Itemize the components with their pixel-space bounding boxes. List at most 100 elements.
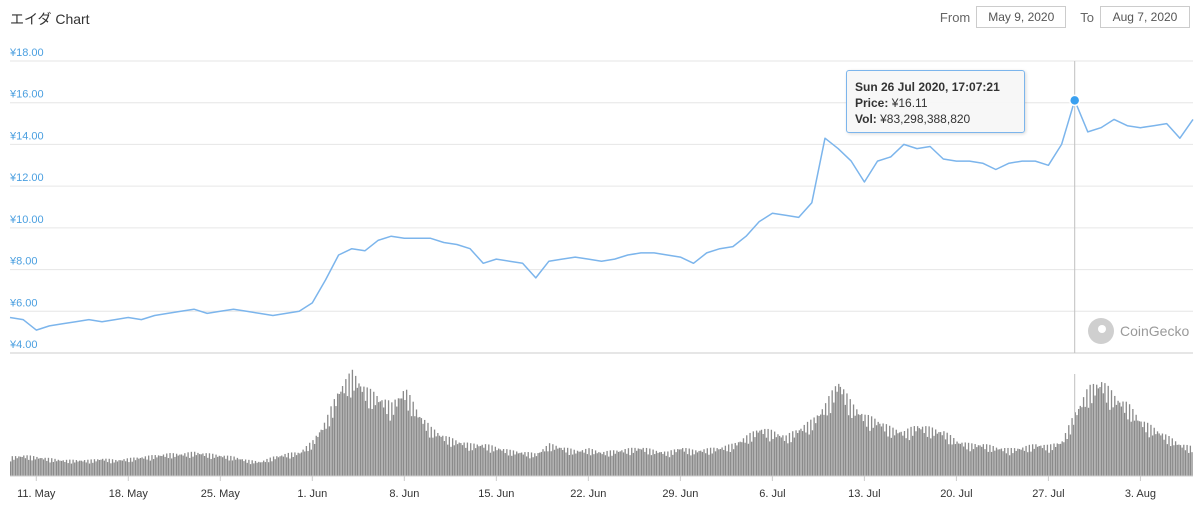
volume-bar xyxy=(971,443,973,476)
volume-bar xyxy=(366,387,368,476)
volume-bar xyxy=(287,452,289,476)
volume-bar xyxy=(869,430,871,476)
volume-bar xyxy=(1135,414,1137,476)
x-tick-label: 6. Jul xyxy=(759,488,785,500)
x-tick-label: 8. Jun xyxy=(389,488,419,500)
volume-bar xyxy=(75,460,78,476)
volume-bar xyxy=(162,454,165,476)
volume-bar xyxy=(780,437,782,476)
volume-bar xyxy=(769,441,771,476)
volume-bar xyxy=(453,445,455,476)
volume-bar xyxy=(705,453,707,476)
volume-bar xyxy=(456,444,459,476)
volume-bar xyxy=(767,428,769,476)
volume-bar xyxy=(603,451,605,476)
volume-bar xyxy=(258,461,260,476)
volume-bar xyxy=(451,438,454,476)
volume-bar xyxy=(1018,449,1021,476)
volume-bar xyxy=(281,455,283,476)
volume-bar xyxy=(1050,444,1052,476)
volume-bar xyxy=(368,408,370,476)
y-tick-label: ¥8.00 xyxy=(9,256,38,268)
to-date-input[interactable]: Aug 7, 2020 xyxy=(1100,6,1190,28)
volume-bar xyxy=(1114,395,1116,476)
volume-bar xyxy=(341,386,344,476)
volume-bar xyxy=(274,459,276,476)
volume-bar xyxy=(910,426,912,476)
volume-bar xyxy=(905,438,907,476)
volume-bar xyxy=(884,431,886,476)
volume-bar xyxy=(598,452,600,476)
volume-bar xyxy=(65,459,68,476)
volume-bar xyxy=(1137,420,1139,476)
volume-bar xyxy=(849,399,851,476)
volume-bar xyxy=(177,455,179,476)
volume-bar xyxy=(320,429,322,476)
volume-bar xyxy=(129,457,132,476)
volume-bar xyxy=(520,452,523,476)
volume-bar xyxy=(182,455,184,476)
volume-bar xyxy=(82,461,84,476)
volume-bar xyxy=(512,450,515,476)
volume-bar xyxy=(882,423,884,476)
volume-bar xyxy=(315,435,317,476)
volume-bar xyxy=(230,455,232,476)
volume-bar xyxy=(734,442,736,476)
volume-bar xyxy=(852,404,855,476)
volume-bar xyxy=(241,459,243,476)
volume-bar xyxy=(110,463,112,476)
volume-bar xyxy=(28,459,30,476)
volume-bar xyxy=(797,432,799,476)
volume-bar xyxy=(501,450,503,476)
volume-bar xyxy=(1138,421,1141,476)
volume-bar xyxy=(31,460,33,476)
volume-bar xyxy=(1076,415,1078,476)
volume-bar xyxy=(792,431,794,476)
volume-bar xyxy=(542,449,544,476)
volume-bar xyxy=(747,443,750,476)
volume-bar xyxy=(527,452,529,476)
volume-bar xyxy=(760,429,763,476)
coingecko-logo-icon xyxy=(1088,318,1114,344)
volume-bar xyxy=(823,414,825,476)
volume-bar xyxy=(148,455,150,476)
volume-bar xyxy=(486,450,488,476)
volume-bar xyxy=(355,375,357,476)
volume-bar xyxy=(1132,409,1134,476)
volume-bar xyxy=(69,459,71,476)
volume-bar xyxy=(185,456,188,476)
volume-bar xyxy=(123,459,125,476)
volume-bar xyxy=(1036,446,1039,476)
volume-bar xyxy=(841,394,843,476)
volume-bar xyxy=(410,416,413,476)
volume-bar xyxy=(573,449,575,476)
volume-bar xyxy=(608,456,610,476)
volume-bar xyxy=(465,447,467,476)
from-date-input[interactable]: May 9, 2020 xyxy=(976,6,1067,28)
volume-bar xyxy=(118,460,120,476)
volume-bar xyxy=(1017,448,1019,476)
volume-bar xyxy=(966,449,968,476)
volume-bar xyxy=(642,447,644,476)
volume-bar xyxy=(98,460,101,476)
y-tick-label: ¥16.00 xyxy=(9,89,44,101)
volume-bar xyxy=(680,449,682,476)
volume-bar xyxy=(1022,447,1024,476)
volume-bar xyxy=(54,458,56,476)
volume-bar xyxy=(657,452,659,476)
volume-bar xyxy=(880,426,883,476)
volume-bar xyxy=(1015,450,1017,476)
volume-bar xyxy=(1031,444,1034,476)
volume-bar xyxy=(949,435,952,476)
volume-bar xyxy=(816,415,819,476)
volume-bar xyxy=(903,431,906,476)
volume-bar xyxy=(14,456,17,476)
x-tick-label: 27. Jul xyxy=(1032,488,1064,500)
volume-bar xyxy=(292,456,294,476)
volume-bar xyxy=(519,452,521,476)
volume-bar xyxy=(659,452,661,476)
volume-bar xyxy=(586,454,589,476)
volume-bar xyxy=(235,459,237,476)
volume-bar xyxy=(143,458,145,476)
